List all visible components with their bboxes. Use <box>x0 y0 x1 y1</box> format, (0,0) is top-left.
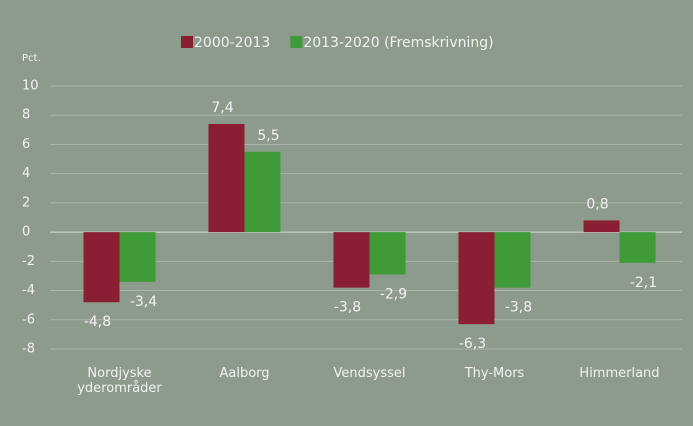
bar <box>583 220 620 233</box>
y-tick-label: -8 <box>22 342 35 357</box>
y-tick-label: 4 <box>22 166 30 181</box>
value-label: -3,8 <box>505 300 532 316</box>
value-label: 7,4 <box>211 100 233 116</box>
bar <box>244 151 281 233</box>
y-tick-label: -4 <box>22 283 35 298</box>
y-tick-label: 6 <box>22 137 30 152</box>
y-axis-label: Pct. <box>22 53 41 64</box>
value-label: -4,8 <box>84 314 111 330</box>
bar <box>208 123 245 233</box>
x-tick-label: Himmerland <box>579 366 660 381</box>
legend-label: 2013-2020 (Fremskrivning) <box>303 35 493 51</box>
bar <box>458 232 495 325</box>
bar <box>369 232 406 275</box>
legend-label: 2000-2013 <box>194 35 270 51</box>
bar <box>83 232 120 303</box>
y-tick-label: 10 <box>22 79 39 94</box>
value-label: 0,8 <box>586 196 608 212</box>
legend-swatch <box>290 36 303 48</box>
x-tick-label: Nordjyske yderområder <box>77 366 162 396</box>
value-label: -2,1 <box>630 275 657 291</box>
value-label: 5,5 <box>257 128 279 144</box>
y-tick-label: 8 <box>22 108 30 123</box>
value-label: -6,3 <box>459 336 486 352</box>
x-tick-label: Aalborg <box>219 366 270 381</box>
y-tick-label: -2 <box>22 254 35 269</box>
value-label: -3,8 <box>334 300 361 316</box>
x-tick-label: Vendsyssel <box>333 366 406 381</box>
y-tick-label: 2 <box>22 195 30 210</box>
value-label: -3,4 <box>130 294 157 310</box>
bar <box>333 232 370 288</box>
bar <box>494 232 531 288</box>
bar <box>119 232 156 282</box>
y-tick-label: 0 <box>22 225 30 240</box>
value-label: -2,9 <box>380 286 407 302</box>
legend-swatch <box>181 36 193 48</box>
x-tick-label: Thy-Mors <box>464 366 525 381</box>
bar <box>619 232 656 263</box>
y-tick-label: -6 <box>22 312 35 327</box>
